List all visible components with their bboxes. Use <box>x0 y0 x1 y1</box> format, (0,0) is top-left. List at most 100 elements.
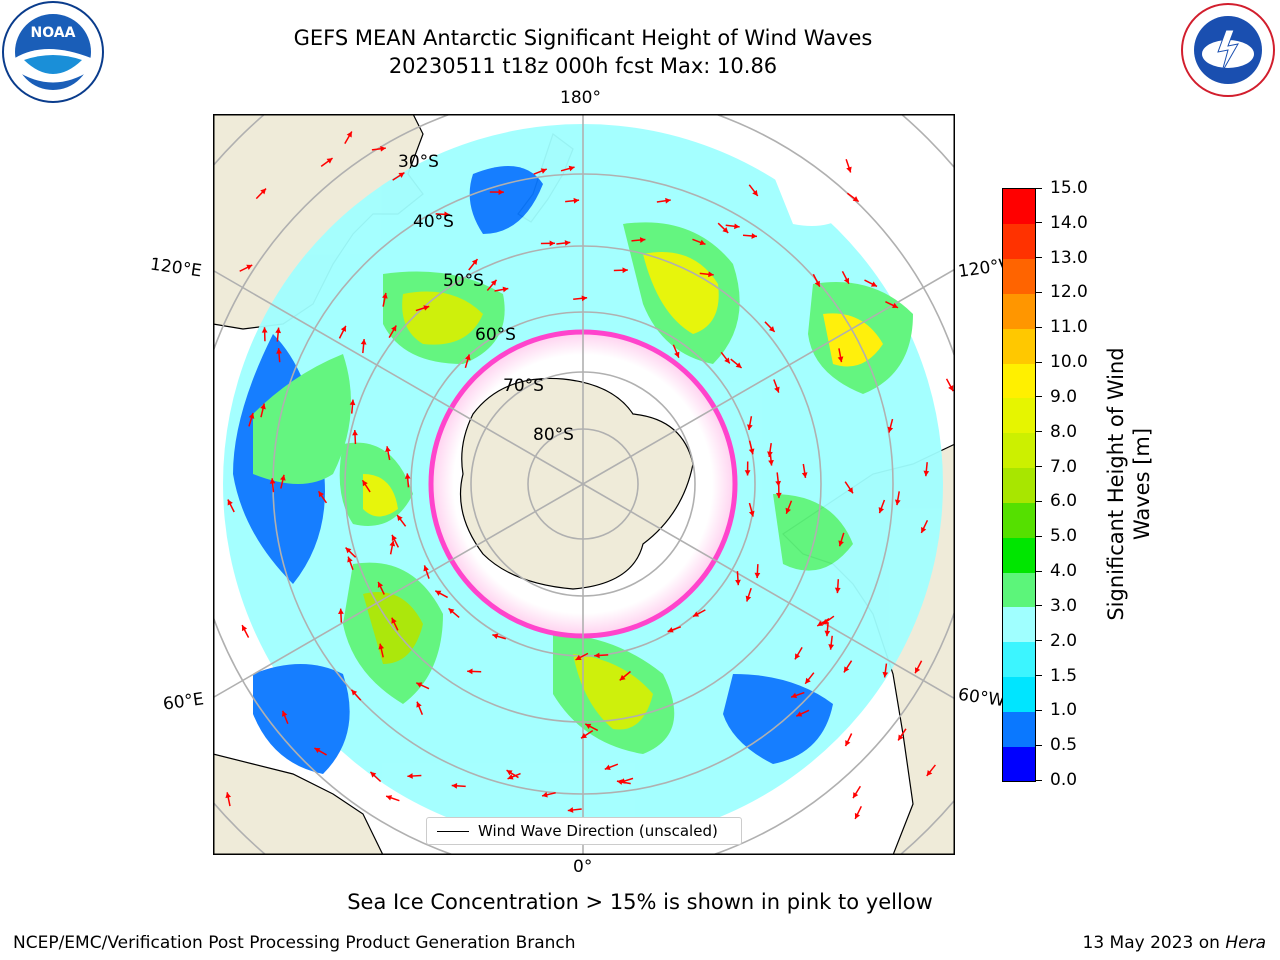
noaa-logo: NOAA <box>0 0 106 106</box>
legend-line-swatch <box>437 831 469 832</box>
footer-branch: NCEP/EMC/Verification Post Processing Pr… <box>13 933 576 953</box>
map-frame <box>213 114 955 855</box>
colorbar-tick-label: 4.0 <box>1036 561 1077 581</box>
colorbar-segment <box>1003 328 1035 364</box>
lon-label-top: 180° <box>560 88 601 108</box>
wave-direction-arrowhead <box>828 644 835 650</box>
wave-direction-arrowhead <box>448 608 455 614</box>
wave-direction-arrowhead <box>870 281 877 287</box>
wave-direction-arrowhead <box>349 399 356 406</box>
wave-direction-arrowhead <box>878 507 885 514</box>
wave-direction-arrowhead <box>693 611 700 617</box>
wave-direction-arrowhead <box>699 239 706 246</box>
wave-direction-arrowhead <box>246 264 253 270</box>
wave-direction-arrowhead <box>898 734 904 741</box>
wave-direction-arrowhead <box>767 451 773 457</box>
wave-direction-arrowhead <box>854 812 861 819</box>
colorbar-tick-label: 2.0 <box>1036 631 1077 651</box>
colorbar-tick-label: 11.0 <box>1036 317 1088 337</box>
lat-label-30s: 30°S <box>398 152 439 172</box>
colorbar-label-line-1: Significant Height of Wind <box>1104 347 1128 621</box>
wave-direction-arrowhead <box>843 277 850 284</box>
wave-direction-arrowhead <box>573 197 580 204</box>
wave-direction-arrowhead <box>351 689 358 696</box>
colorbar-segment <box>1003 711 1035 747</box>
wave-direction-arrowhead <box>722 227 729 233</box>
wave-direction-arrowhead <box>435 590 442 596</box>
wave-direction-arrowhead <box>326 158 333 164</box>
wave-direction-arrowhead <box>391 325 397 332</box>
wave-direction-arrowhead <box>892 302 899 309</box>
wave-direction-arrowhead <box>490 279 497 286</box>
wave-direction-arrowhead <box>407 773 413 779</box>
colorbar-segment <box>1003 397 1035 434</box>
wave-direction-arrowhead <box>801 472 808 478</box>
wave-direction-arrowhead <box>735 579 741 586</box>
wave-direction-arrowhead <box>398 172 405 178</box>
wave-direction-arrowhead <box>926 770 933 776</box>
wave-direction-arrowhead <box>744 470 751 476</box>
wave-direction-arrowhead <box>805 677 811 684</box>
wave-direction-arrowhead <box>385 446 391 453</box>
wave-direction-arrowhead <box>338 608 344 615</box>
wave-direction-arrowhead <box>241 625 248 632</box>
wave-direction-arrowhead <box>948 385 954 392</box>
wave-direction-arrowhead <box>377 581 384 588</box>
wave-direction-arrowhead <box>269 478 276 484</box>
wave-direction-arrowhead <box>894 499 901 506</box>
wave-direction-arrowhead <box>843 666 850 673</box>
colorbar-tick-label: 13.0 <box>1036 248 1088 268</box>
wave-direction-arrowhead <box>502 286 509 293</box>
wave-direction-arrowhead <box>423 305 430 311</box>
colorbar-tick-label: 7.0 <box>1036 457 1077 477</box>
wave-direction-arrowhead <box>492 633 499 640</box>
wave-direction-arrowhead <box>616 779 623 785</box>
wave-direction-arrowhead <box>248 413 255 419</box>
colorbar-segment <box>1003 258 1035 294</box>
wave-direction-arrowhead <box>735 362 742 368</box>
wave-direction-arrowhead <box>542 791 548 798</box>
wave-direction-arrowhead <box>540 168 547 174</box>
wave-direction-arrowhead <box>774 386 780 393</box>
colorbar-tick-label: 6.0 <box>1036 491 1077 511</box>
wave-direction-arrowhead <box>882 671 889 678</box>
wind-wave-arrows <box>225 131 954 824</box>
wave-direction-arrowhead <box>314 748 321 754</box>
chart-title-line-1: GEFS MEAN Antarctic Significant Height o… <box>293 26 873 50</box>
wave-direction-arrowhead <box>280 474 286 481</box>
wave-direction-arrowhead <box>853 792 859 799</box>
colorbar-tick-label: 12.0 <box>1036 282 1088 302</box>
wave-direction-arrowhead <box>585 723 592 729</box>
colorbar-tick-label: 14.0 <box>1036 213 1088 233</box>
colorbar-segment <box>1003 432 1035 469</box>
wave-direction-arrowhead <box>837 356 844 363</box>
wave-direction-arrowhead <box>382 292 388 299</box>
wave-direction-arrowhead <box>852 196 859 202</box>
footer-host: Hera <box>1225 933 1266 953</box>
wave-direction-arrowhead <box>768 460 774 466</box>
wave-direction-arrowhead <box>775 492 782 499</box>
wave-direction-arrowhead <box>567 807 574 813</box>
wave-direction-arrowhead <box>619 674 626 681</box>
lat-label-70s: 70°S <box>503 376 544 396</box>
map-legend: Wind Wave Direction (unscaled) <box>426 817 742 845</box>
wave-direction-arrowhead <box>838 540 844 547</box>
wave-direction-arrowhead <box>791 692 798 699</box>
wave-direction-arrowhead <box>923 470 930 477</box>
footer-date-text: 13 May 2023 on <box>1082 933 1226 953</box>
lat-label-60s: 60°S <box>475 325 516 345</box>
wave-direction-arrowhead <box>747 424 753 431</box>
wave-direction-arrowhead <box>275 327 282 334</box>
colorbar-tick-label: 8.0 <box>1036 422 1077 442</box>
wave-direction-arrowhead <box>451 782 458 789</box>
wave-direction-arrowhead <box>498 189 504 195</box>
meridian-gridlines <box>213 114 955 855</box>
wave-direction-arrowhead <box>622 267 628 274</box>
wave-direction-arrowhead <box>465 354 471 361</box>
lon-label-upper-left: 120°E <box>148 254 203 282</box>
wave-direction-arrowhead <box>281 710 288 717</box>
wave-direction-arrowhead <box>506 770 513 776</box>
wave-direction-arrowhead <box>751 233 757 239</box>
land-antarctica <box>460 377 694 590</box>
wave-direction-arrowhead <box>260 188 267 195</box>
